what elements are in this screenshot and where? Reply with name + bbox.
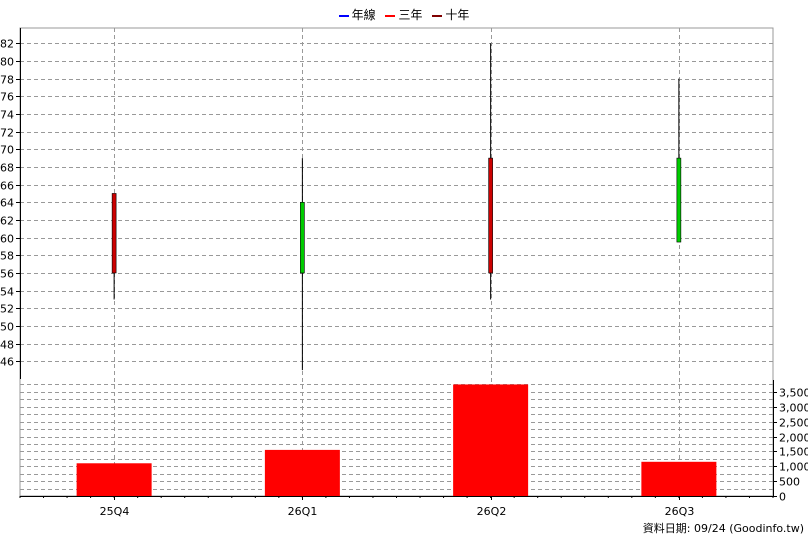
volume-bar [76,463,152,496]
price-tick-label: 60 [0,233,14,246]
volume-tick-label: 2,000 [779,432,808,445]
price-tick-label: 46 [0,356,14,369]
volume-tick-label: 1,000 [779,461,808,474]
price-tick-label: 54 [0,286,14,299]
legend: 年線 三年 十年 [0,6,808,23]
candle-body [111,193,117,274]
price-tick-label: 52 [0,303,14,316]
volume-tick-label: 3,000 [779,402,808,415]
x-tick-label: 26Q2 [477,505,507,518]
price-tick-label: 74 [0,109,14,122]
volume-tick-label: 2,500 [779,417,808,430]
legend-item-annual: 年線 [338,6,376,23]
legend-item-ten-year: 十年 [432,6,469,23]
price-tick-label: 72 [0,127,14,140]
x-tick-label: 26Q3 [665,505,695,518]
price-tick-label: 66 [0,180,14,193]
price-tick-label: 64 [0,197,14,210]
price-tick-label: 82 [0,38,14,51]
price-tick-label: 56 [0,268,14,281]
volume-bar [264,449,340,496]
price-tick-label: 50 [0,321,14,334]
legend-label: 三年 [398,8,423,22]
volume-tick-label: 1,500 [779,446,808,459]
price-tick-label: 70 [0,144,14,157]
x-tick-label: 25Q4 [100,505,130,518]
data-date-credit: 資料日期: 09/24 (Goodinfo.tw) [642,522,804,535]
volume-tick-label: 3,500 [779,387,808,400]
legend-label: 十年 [445,8,470,22]
candle-body [676,157,682,243]
volume-tick-label: 500 [779,476,800,489]
price-tick-label: 76 [0,91,14,104]
price-tick-label: 58 [0,250,14,263]
volume-tick-label: 0 [779,491,786,504]
volume-bar [453,384,529,496]
plot-area [19,27,774,497]
legend-label: 年線 [351,8,376,22]
price-tick-label: 80 [0,56,14,69]
price-tick-label: 48 [0,339,14,352]
candle-body [300,201,305,274]
legend-item-three-year: 三年 [385,6,423,23]
price-tick-label: 78 [0,74,14,87]
x-tick-label: 26Q1 [288,505,318,518]
volume-bar [641,461,717,496]
price-tick-label: 62 [0,215,14,228]
candle-body [488,157,493,274]
price-tick-label: 68 [0,162,14,175]
